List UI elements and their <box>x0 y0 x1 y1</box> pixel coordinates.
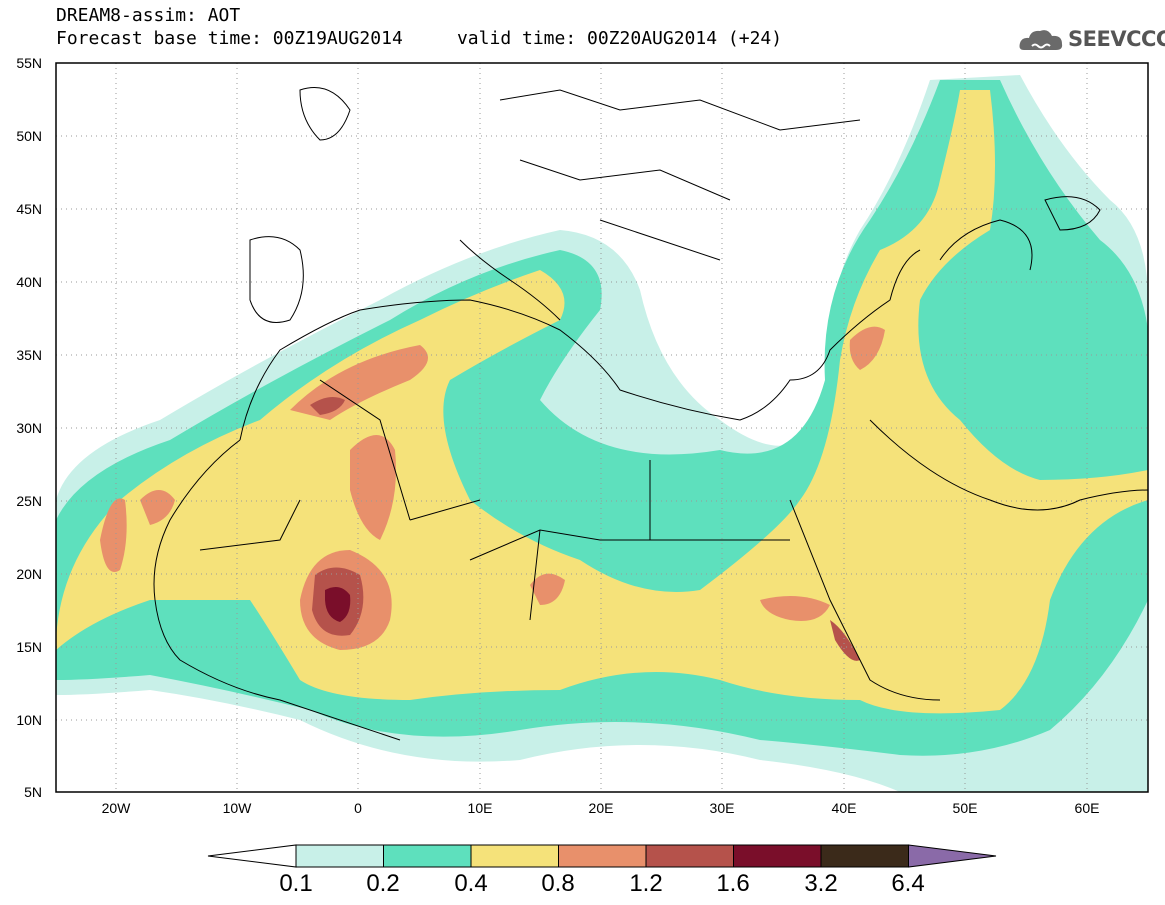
lat-label: 55N <box>16 55 42 71</box>
lat-label: 40N <box>16 274 42 290</box>
lat-label: 35N <box>16 347 42 363</box>
map-frame <box>55 62 1149 793</box>
colorbar-label: 1.6 <box>716 870 750 897</box>
lon-label: 10E <box>467 800 493 816</box>
colorbar-label: 0.1 <box>279 870 313 897</box>
colorbar-swatch <box>295 844 384 868</box>
map-title: DREAM8-assim: AOT <box>56 5 241 26</box>
aot-contour-0.8 <box>530 573 565 605</box>
aot-field <box>56 75 1148 792</box>
lon-label: 60E <box>1074 800 1100 816</box>
lon-label: 30E <box>709 800 735 816</box>
logo-text: SEEVCCC <box>1068 27 1165 51</box>
colorbar-label: 1.2 <box>629 870 663 897</box>
lat-label: 50N <box>16 128 42 144</box>
cloud-icon <box>1019 30 1063 50</box>
colorbar-swatch <box>470 844 559 868</box>
aot-contour-0.8 <box>849 326 885 370</box>
lat-label: 20N <box>16 566 42 582</box>
lon-label: 10W <box>222 800 252 816</box>
colorbar-label: 0.4 <box>454 870 488 897</box>
lon-label: 40E <box>831 800 857 816</box>
lat-label: 10N <box>16 712 42 728</box>
lon-label: 20E <box>588 800 614 816</box>
lat-label: 15N <box>16 639 42 655</box>
lat-label: 25N <box>16 493 42 509</box>
colorbar-label: 0.2 <box>366 870 400 897</box>
lat-label: 5N <box>24 784 42 800</box>
lon-label: 50E <box>952 800 978 816</box>
aot-contour-0.8 <box>760 596 830 621</box>
aot-contour-1.6 <box>325 586 351 622</box>
colorbar-swatch <box>645 844 734 868</box>
seevccc-logo: SEEVCCC <box>1018 22 1165 58</box>
coastlines <box>153 87 1148 741</box>
aot-contour-0.8 <box>100 498 127 572</box>
aot-contour-1.2 <box>310 396 345 415</box>
colorbar-swatch <box>383 844 472 868</box>
aot-contour-1.2 <box>830 620 860 661</box>
colorbar-swatch <box>558 844 647 868</box>
lat-label: 45N <box>16 201 42 217</box>
colorbar-swatch <box>733 844 822 868</box>
colorbar-label: 6.4 <box>891 870 925 897</box>
colorbar-label: 0.8 <box>541 870 575 897</box>
colorbar-swatch <box>820 844 909 868</box>
colorbar-label: 3.2 <box>804 870 838 897</box>
forecast-time-subtitle: Forecast base time: 00Z19AUG2014 valid t… <box>56 28 783 49</box>
lon-label: 20W <box>101 800 131 816</box>
aot-contour-0.8 <box>140 490 175 525</box>
graticule <box>56 63 1148 792</box>
colorbar <box>207 844 997 868</box>
lat-label: 30N <box>16 420 42 436</box>
lon-label: 0 <box>354 800 362 816</box>
aot-contour-0.8 <box>350 435 396 540</box>
